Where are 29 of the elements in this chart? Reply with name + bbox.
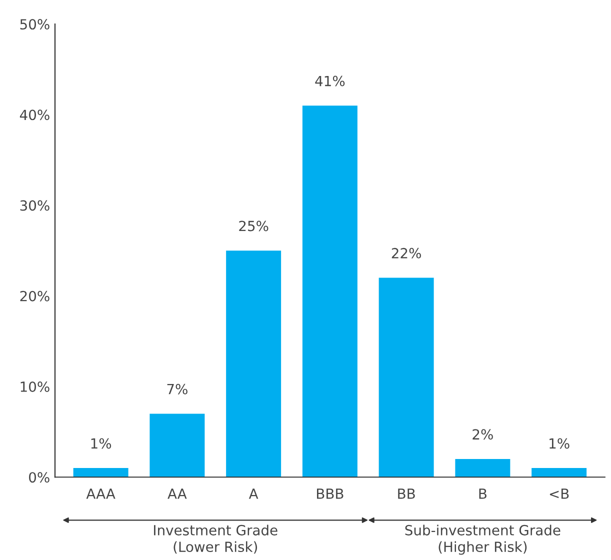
text: Sub-investment Grade (Higher Risk)	[405, 524, 560, 555]
data-label: 7%	[167, 384, 188, 394]
data-label: 1%	[550, 438, 570, 449]
y-tick-label: 30%	[20, 200, 50, 211]
y-tick-label: 10%	[20, 381, 50, 392]
bar	[150, 414, 205, 478]
x-tick-label: AA	[168, 488, 187, 499]
y-tick-label: 50%	[20, 19, 50, 30]
x-tick-label: AAA	[86, 488, 116, 499]
x-tick-label: BBB	[317, 488, 344, 499]
bar	[226, 250, 282, 478]
bar	[455, 459, 510, 478]
bar	[378, 278, 434, 478]
bar	[73, 468, 128, 478]
data-label: 1%	[91, 438, 112, 449]
y-tick-label: 40%	[20, 110, 50, 120]
y-tick-label: 20%	[20, 290, 50, 302]
y-tick-label: 0%	[29, 472, 50, 483]
bar	[302, 106, 358, 478]
x-tick-label: BB	[398, 488, 415, 499]
x-tick-label: B	[479, 488, 486, 499]
data-label: 22%	[392, 248, 421, 258]
data-label: 2%	[472, 429, 493, 440]
x-tick-label: A	[248, 488, 258, 499]
x-tick-label: <B	[550, 488, 569, 499]
bar	[532, 468, 587, 478]
text: Investment Grade (Lower Risk)	[154, 524, 278, 554]
data-label: 25%	[239, 220, 268, 232]
data-label: 41%	[315, 76, 345, 86]
